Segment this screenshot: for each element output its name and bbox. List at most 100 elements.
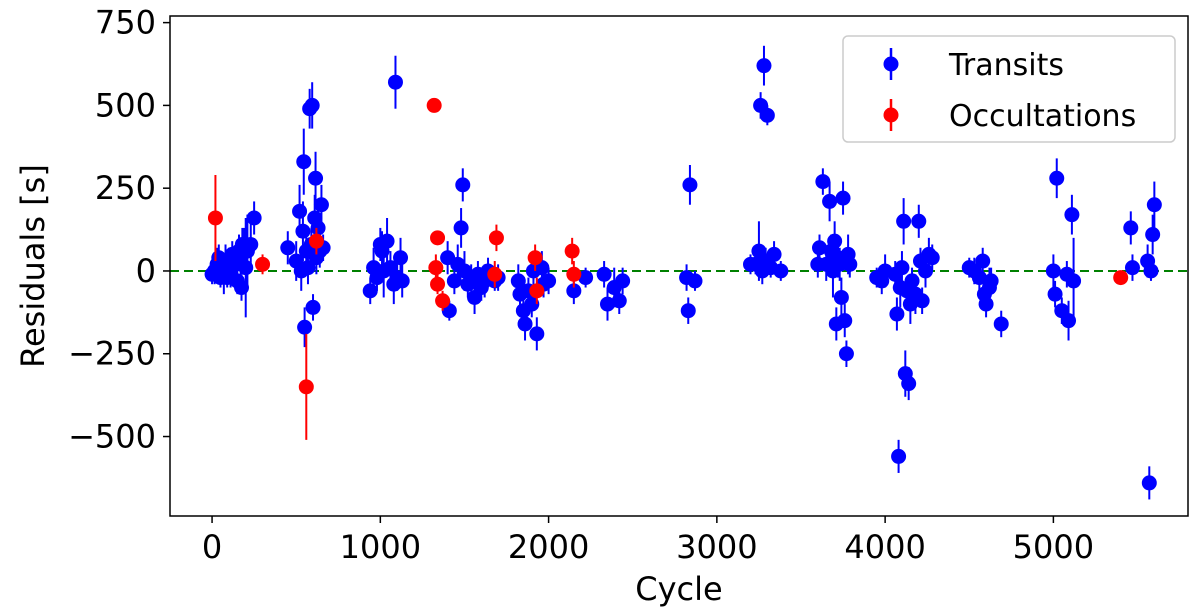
transits-point	[529, 326, 545, 342]
transits-point	[759, 107, 775, 123]
transits-point	[1124, 260, 1140, 276]
transits-point	[682, 177, 698, 193]
transits-point	[1146, 197, 1162, 213]
transits-point	[1061, 313, 1077, 329]
transits-point	[1047, 286, 1063, 302]
transits-point	[517, 316, 533, 332]
transits-point	[578, 270, 594, 286]
transits-point	[362, 283, 378, 299]
transits-point	[611, 293, 627, 309]
transits-point	[246, 210, 262, 226]
transits-point	[300, 260, 316, 276]
occultations-point	[527, 250, 543, 266]
transits-point	[1049, 170, 1065, 186]
transits-point	[1143, 263, 1159, 279]
transits-point	[766, 246, 782, 262]
legend-item-transits: Transits	[883, 48, 1064, 83]
y-tick-label: 750	[95, 4, 156, 42]
transits-point	[510, 273, 526, 289]
x-tick-label: 4000	[844, 528, 925, 566]
occultations-point	[298, 379, 314, 395]
occultations-point	[308, 233, 324, 249]
y-tick-label: −500	[68, 418, 156, 456]
transits-point	[1145, 227, 1161, 243]
transits-point	[978, 296, 994, 312]
transits-point	[914, 293, 930, 309]
transits-point	[1141, 475, 1157, 491]
legend-marker-occultations	[883, 107, 899, 123]
transits-point	[835, 190, 851, 206]
transits-point	[842, 256, 858, 272]
transits-point	[243, 236, 259, 252]
transits-point	[1123, 220, 1139, 236]
transits-point	[838, 346, 854, 362]
occultations-point	[255, 256, 271, 272]
series-occultations	[207, 97, 1129, 440]
transits-point	[305, 299, 321, 315]
legend-label-occultations: Occultations	[949, 99, 1136, 134]
transits-point	[891, 448, 907, 464]
occultations-point	[529, 283, 545, 299]
series-transits	[204, 45, 1162, 500]
x-tick-label: 3000	[676, 528, 757, 566]
x-tick-label: 2000	[508, 528, 589, 566]
transits-point	[918, 263, 934, 279]
transits-point	[394, 273, 410, 289]
plot-frame	[169, 15, 1189, 517]
transits-point	[379, 233, 395, 249]
y-tick-label: 0	[136, 252, 156, 290]
transits-point	[687, 273, 703, 289]
transits-point	[773, 263, 789, 279]
transits-point	[822, 193, 838, 209]
occultations-point	[487, 266, 503, 282]
x-tick-label: 1000	[340, 528, 421, 566]
legend-box	[842, 35, 1176, 143]
transits-point	[238, 260, 254, 276]
transits-point	[901, 376, 917, 392]
occultations-point	[488, 230, 504, 246]
transits-point	[827, 233, 843, 249]
transits-point	[308, 170, 324, 186]
x-axis-title: Cycle	[635, 570, 722, 608]
occultations-point	[566, 266, 582, 282]
transits-point	[541, 273, 557, 289]
occultations-point	[430, 276, 446, 292]
transits-point	[1045, 263, 1061, 279]
occultations-point	[207, 210, 223, 226]
transits-point	[911, 213, 927, 229]
transits-point	[297, 319, 313, 335]
transits-point	[993, 316, 1009, 332]
legend-item-occultations: Occultations	[883, 99, 1136, 134]
transits-point	[924, 250, 940, 266]
transits-point	[295, 223, 311, 239]
legend: Transits Occultations	[842, 35, 1176, 143]
transits-point	[889, 306, 905, 322]
transits-point	[833, 289, 849, 305]
occultations-point	[1113, 270, 1129, 286]
occultations-point	[428, 260, 444, 276]
transits-point	[615, 273, 631, 289]
transits-point	[304, 97, 320, 113]
y-tick-label: 250	[95, 169, 156, 207]
transits-point	[599, 296, 615, 312]
transits-point	[815, 174, 831, 190]
transits-point	[894, 260, 910, 276]
occultations-point	[435, 293, 451, 309]
transits-point	[292, 203, 308, 219]
transits-point	[313, 197, 329, 213]
transits-point	[837, 313, 853, 329]
transits-point	[524, 296, 540, 312]
transits-point	[280, 240, 296, 256]
legend-marker-transits	[883, 56, 899, 72]
x-tick-label: 5000	[1013, 528, 1094, 566]
transits-point	[566, 283, 582, 299]
transits-point	[983, 273, 999, 289]
transits-point	[393, 250, 409, 266]
transits-point	[387, 74, 403, 90]
transits-point	[756, 58, 772, 74]
x-tick-label: 0	[202, 528, 222, 566]
transits-point	[1066, 273, 1082, 289]
transits-point	[453, 220, 469, 236]
transits-point	[896, 213, 912, 229]
